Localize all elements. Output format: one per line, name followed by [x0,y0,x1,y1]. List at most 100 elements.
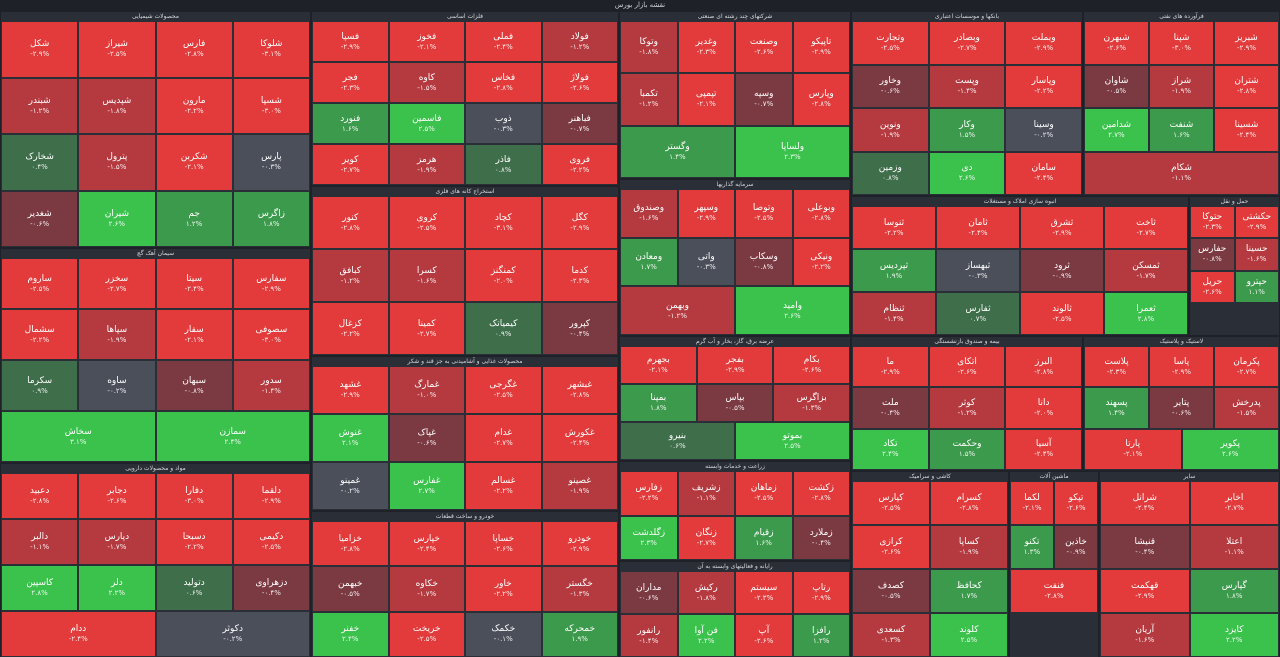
stock-tile: غپاک -۰.۶% [388,414,465,462]
sector: لاستیک و پلاستیک پکرمان -۲.۷% پاسا -۲.۹% پلاس… [1084,337,1279,470]
stock-change: ۱.۳% [1023,548,1041,556]
stock-name: خودرو [568,533,592,544]
stock-tile: خودرو -۲.۹% [541,521,618,567]
stock-change: -۲.۵% [417,635,437,644]
stock-change: -۲.۹% [1135,592,1155,600]
stock-change: -۲.۹% [570,223,590,232]
stock-tile: فاسمین ۲.۵% [388,103,465,144]
stock-tile: حکشتی -۲.۹% [1234,206,1279,239]
stock-change: ۲.۱% [342,439,359,447]
stock-name: شپدیس [102,95,132,106]
stock-tile: خمحرکه ۱.۹% [541,611,618,657]
stock-change: -۱.۲% [639,100,659,109]
stock-name: سکرما [27,375,53,386]
stock-name: کاسپین [26,578,54,588]
stock-tile: غفارس ۲.۷% [388,462,465,510]
stock-change: -۰.۸% [754,262,774,271]
stock-change: -۲.۲% [811,262,831,271]
stock-change: -۱.۴% [261,386,281,395]
stock-change: -۲.۴% [68,635,88,643]
stock-name: بکام [803,355,820,365]
stock-tile: وغدیر -۲.۳% [677,21,735,74]
stock-change: ۲.۶% [1222,450,1239,459]
stock-name: حتوکا [1202,212,1223,223]
stock-tile: خزامیا -۲.۸% [312,521,389,567]
stock-change: ۲.۲% [1226,636,1243,644]
stock-name: جم [188,208,200,219]
stock-tile: شاوان -۰.۵% [1084,64,1149,108]
stock-change: -۲.۸% [493,83,513,92]
stock-change: -۲.۶% [802,366,822,374]
stock-change: -۰.۴% [880,408,900,417]
stock-tile: فولاد -۱.۲% [541,21,618,62]
stock-change: -۱.۳% [881,636,901,644]
stock-name: کمنگنز [490,265,516,276]
stock-tile: ثامان -۲.۴% [936,206,1020,249]
sector-title: فرآورده های نفتی [1159,13,1204,20]
stock-change: ۲.۴% [882,450,899,459]
stock-change: -۱.۸% [639,48,659,57]
stock-name: وتجارت [876,32,905,43]
stock-tile: واتی -۰.۳% [677,237,735,287]
stock-name: زشریف [691,483,721,494]
stock-tile: کچاد -۳.۱% [465,196,542,249]
stock-name: قهکمت [1131,581,1159,591]
stock-name: کحافظ [956,581,982,591]
stock-change: -۲.۰% [493,276,513,285]
stock-change: ۰.۷% [969,314,987,323]
stock-tile: کسرا -۱.۶% [388,249,465,302]
stock-change: ۱.۸% [1226,592,1243,600]
stock-tile: سصوفی -۳.۰% [232,309,310,360]
stock-name: غمارگ [414,380,440,390]
stock-name: واتی [697,251,715,262]
stock-name: خکمک [491,624,516,635]
stock-name: گپارس [1221,581,1247,591]
stock-tile: فجر -۲.۳% [312,62,389,103]
stock-tile: کسرام -۲.۸% [930,481,1008,525]
stock-change: -۲.۲% [1034,87,1054,96]
stock-name: بمپنا [650,393,667,403]
stock-change: -۲.۳% [340,83,360,92]
stock-change: -۳.۱% [261,50,281,59]
stock-tile: غصینو -۱.۹% [541,462,618,510]
stock-name: کبافق [339,265,362,276]
stock-name: پکرمان [1233,356,1260,367]
stock-tile: آسیا -۲.۴% [1005,428,1082,470]
stock-tile: دکیمی -۲.۵% [232,519,310,565]
stock-change: -۰.۴% [1135,548,1155,556]
stock-name: شیران [104,208,130,219]
sector: شرکتهای چند رشته ای صنعتی تاپیکو -۲.۹% وصنع… [620,12,850,178]
stock-tile: تاپیکو -۲.۹% [792,21,850,74]
stock-name: فاذر [495,154,511,165]
stock-change: -۲.۸% [811,214,831,223]
stock-name: سخاش [64,426,92,437]
stock-change: -۰.۶% [880,87,900,96]
sector-title: ماشین آلات [1039,473,1069,480]
stock-change: -۱.۶% [1247,255,1267,264]
stock-change: -۱.۲% [957,408,977,417]
sector-title: مواد و محصولات دارویی [125,465,186,472]
stock-change: ۲.۳% [640,538,657,547]
stock-change: ۰.۴% [31,163,48,172]
stock-change: ۰.۹% [31,386,48,395]
stock-name: ثالوند [1052,303,1072,314]
stock-name: وامید [782,300,803,311]
stock-name: ثامان [968,217,988,228]
stock-name: ثفارس [965,303,991,314]
stock-name: کپرور [569,318,591,329]
stock-tile: پکرمان -۲.۷% [1214,346,1279,388]
stock-change: -۲.۵% [261,543,281,551]
sector: رایانه و فعالیتهای وابسته به آن رتاپ -۲.۹%… [620,562,850,657]
stock-name: دالبر [31,532,49,542]
stock-change: -۲.۴% [493,42,513,51]
stock-name: وسپه [754,89,774,100]
stock-name: دی [961,163,973,174]
stock-change: -۱.۴% [957,87,977,96]
stock-tile: وبصادر -۲.۷% [928,21,1006,65]
stock-name: ولساپا [780,141,805,152]
stock-tile: فارس -۲.۸% [155,21,233,78]
stock-name: کرازی [879,537,903,547]
stock-change: -۲.۶% [493,544,513,553]
stock-name: ثنظام [883,303,905,314]
stock-change: -۲.۹% [1172,367,1191,376]
